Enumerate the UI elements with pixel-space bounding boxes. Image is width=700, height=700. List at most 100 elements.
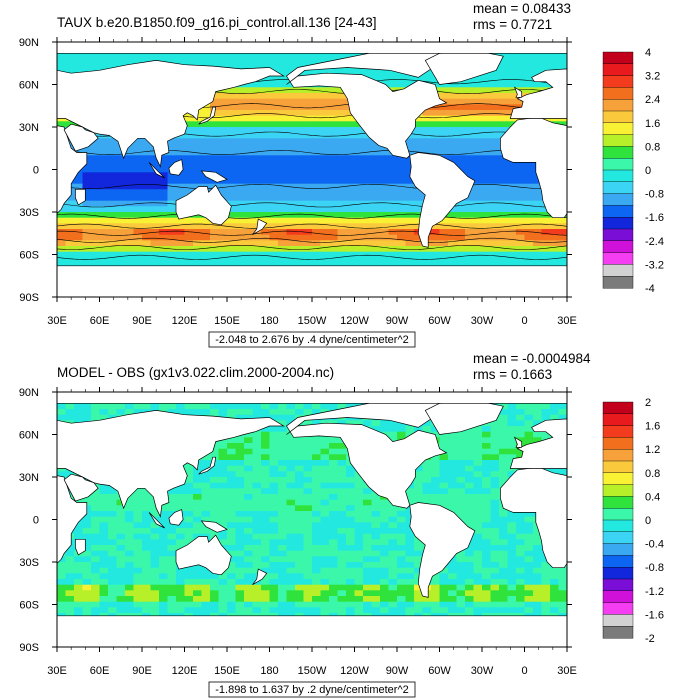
field-cell [218,579,228,586]
field-cell [91,138,100,145]
field-cell [74,206,83,213]
field-cell [541,257,551,264]
field-cell [533,189,542,196]
field-cell [533,217,542,224]
field-cell [201,110,211,117]
field-cell [167,240,177,247]
field-cell [286,465,296,472]
field-cell [303,567,313,574]
field-cell [371,246,381,253]
field-cell [252,471,262,478]
field-cell [108,528,117,535]
field-cell [312,149,321,156]
field-cell [295,138,304,145]
field-cell [431,488,440,495]
field-cell [133,573,143,580]
field-cell [218,127,228,134]
field-cell [82,195,92,202]
field-cell [320,545,330,552]
field-cell [125,229,134,236]
field-cell [499,431,508,438]
field-cell [286,482,296,489]
field-cell [278,217,287,224]
field-cell [244,98,253,105]
field-cell [533,257,542,264]
field-cell [439,573,449,580]
field-cell [167,144,177,151]
field-cell [303,505,313,512]
field-cell [227,579,236,586]
field-cell [473,104,483,111]
field-cell [533,567,542,574]
field-cell [524,533,534,540]
field-cell [252,178,262,185]
field-cell [252,127,262,134]
field-cell [278,505,287,512]
field-cell [269,246,279,253]
field-cell [397,200,406,207]
field-cell [388,178,398,185]
field-cell [184,528,194,535]
field-cell [499,528,508,535]
field-cell [329,183,338,190]
field-cell [388,522,398,529]
field-cell [99,516,109,523]
field-cell [524,556,534,563]
field-cell [286,206,296,213]
field-cell [337,172,347,179]
field-cell [499,556,508,563]
field-cell [108,409,117,416]
field-cell [303,166,313,173]
field-cell [227,195,236,202]
field-cell [422,76,432,83]
field-cell [261,443,270,450]
field-cell [269,76,279,83]
field-cell [465,212,474,219]
landmass [168,159,184,176]
taux-mean: mean = 0.08433 [473,1,571,16]
field-cell [193,229,202,236]
field-cell [431,494,440,501]
field-cell [431,246,440,253]
field-cell [286,528,296,535]
field-cell [473,528,483,535]
field-cell [65,562,75,569]
field-cell [278,584,287,591]
field-cell [312,59,321,66]
field-cell [235,166,245,173]
field-cell [516,178,525,185]
field-cell [286,516,296,523]
field-cell [278,81,287,88]
field-cell [99,251,109,258]
field-cell [269,64,279,71]
y-tick-label: 0 [33,165,39,177]
field-cell [159,189,168,196]
field-cell [286,567,296,574]
field-cell [99,166,109,173]
field-cell [269,98,279,105]
field-cell [295,166,304,173]
field-cell [184,567,194,574]
field-cell [490,443,500,450]
field-cell [337,166,347,173]
field-cell [388,195,398,202]
field-cell [227,545,236,552]
field-cell [125,562,134,569]
field-cell [278,172,287,179]
field-cell [320,121,330,128]
field-cell [244,511,253,518]
field-cell [218,482,228,489]
field-cell [133,494,143,501]
field-cell [558,409,567,416]
contour-line [57,184,567,189]
field-cell [227,189,236,196]
field-cell [252,138,262,145]
field-cell [286,505,296,512]
field-cell [201,149,211,156]
field-cell [346,223,355,230]
field-cell [371,240,381,247]
field-cell [99,482,109,489]
field-cell [524,562,534,569]
field-cell [456,246,466,253]
field-cell [516,76,525,83]
